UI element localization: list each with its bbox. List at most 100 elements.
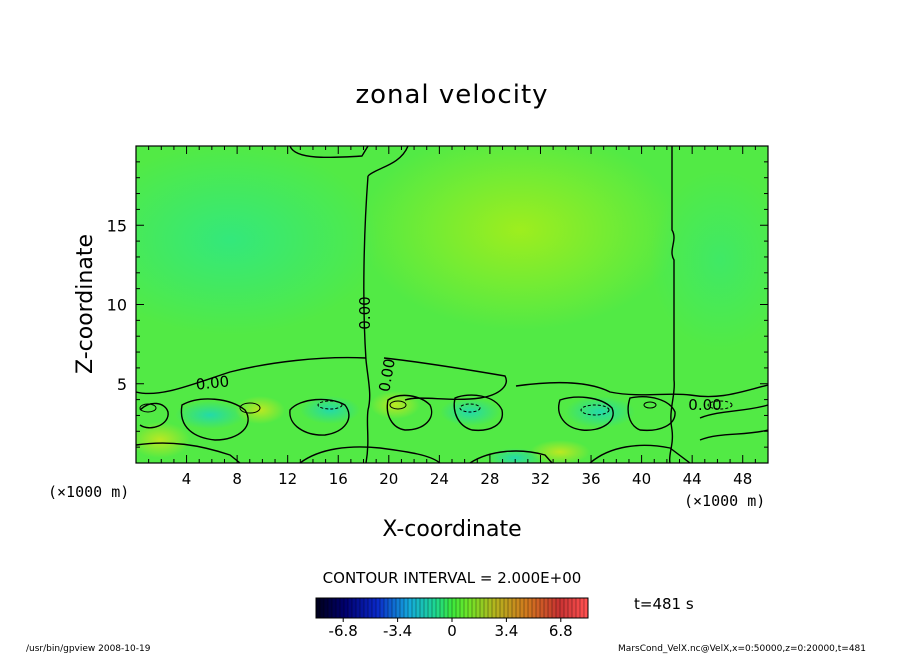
colorbar-cell	[496, 598, 501, 618]
colorbar-cell	[364, 598, 369, 618]
colorbar-cell	[432, 598, 437, 618]
colorbar-cell	[556, 598, 561, 618]
x-tick-label: 40	[632, 470, 651, 488]
colorbar-cell	[416, 598, 421, 618]
colorbar-cell	[492, 598, 497, 618]
colorbar-cell	[488, 598, 493, 618]
x-unit-right: (×1000 m)	[684, 492, 765, 510]
colorbar-cell	[468, 598, 473, 618]
colorbar-cell	[464, 598, 469, 618]
footer-left: /usr/bin/gpview 2008-10-19	[26, 644, 151, 654]
colorbar-cell	[400, 598, 405, 618]
colorbar-cell	[564, 598, 569, 618]
colorbar-cell	[324, 598, 329, 618]
contour-label: 0.00	[356, 296, 374, 329]
colorbar-cell	[484, 598, 489, 618]
x-tick-label: 12	[278, 470, 297, 488]
colorbar-cell	[436, 598, 441, 618]
x-axis-label: X-coordinate	[382, 517, 521, 542]
colorbar-cell	[576, 598, 581, 618]
colorbar-cell	[388, 598, 393, 618]
colorbar-cell	[356, 598, 361, 618]
x-tick-label: 8	[232, 470, 242, 488]
colorbar-cell	[528, 598, 533, 618]
negative-contours	[317, 400, 733, 416]
positive-contours	[139, 400, 657, 414]
colorbar-cell	[444, 598, 449, 618]
colorbar-cell	[376, 598, 381, 618]
x-tick-label: 16	[329, 470, 348, 488]
x-unit-left: (×1000 m)	[48, 483, 129, 501]
colorbar-cell	[472, 598, 477, 618]
y-tick-label: 5	[117, 375, 127, 394]
colorbar-tick-label: -6.8	[329, 622, 358, 640]
colorbar-cell	[580, 598, 585, 618]
colorbar-cell	[560, 598, 565, 618]
colorbar	[315, 597, 589, 619]
colorbar-cell	[568, 598, 573, 618]
colorbar-cell	[380, 598, 385, 618]
colorbar-cell	[572, 598, 577, 618]
colorbar-cell	[320, 598, 325, 618]
velocity-field	[136, 146, 768, 463]
contour-interval: CONTOUR INTERVAL = 2.000E+00	[323, 569, 582, 587]
colorbar-tick-label: 0	[447, 622, 457, 640]
colorbar-cell	[368, 598, 373, 618]
colorbar-cell	[372, 598, 377, 618]
x-tick-label: 48	[733, 470, 752, 488]
colorbar-cell	[552, 598, 557, 618]
colorbar-ticks: -6.8 -3.4 0 3.4 6.8	[329, 618, 573, 640]
colorbar-cell	[340, 598, 345, 618]
colorbar-cell	[512, 598, 517, 618]
axis-ticks	[136, 146, 768, 463]
colorbar-cell	[476, 598, 481, 618]
x-tick-label: 24	[430, 470, 449, 488]
colorbar-cell	[456, 598, 461, 618]
y-tick-labels: 5 10 15	[107, 216, 127, 394]
x-tick-label: 20	[379, 470, 398, 488]
colorbar-cell	[412, 598, 417, 618]
contour-label: 0.00	[688, 396, 721, 414]
colorbar-cell	[408, 598, 413, 618]
y-axis-label: Z-coordinate	[73, 234, 98, 374]
colorbar-cell	[504, 598, 509, 618]
colorbar-cell	[532, 598, 537, 618]
colorbar-cell	[508, 598, 513, 618]
colorbar-cell	[396, 598, 401, 618]
colorbar-cell	[424, 598, 429, 618]
colorbar-cell	[348, 598, 353, 618]
x-tick-label: 32	[531, 470, 550, 488]
colorbar-cell	[540, 598, 545, 618]
colorbar-cell	[500, 598, 505, 618]
x-tick-label: 4	[182, 470, 192, 488]
y-tick-label: 15	[107, 216, 127, 235]
colorbar-cell	[428, 598, 433, 618]
colorbar-tick-label: -3.4	[383, 622, 412, 640]
contour-lines	[136, 146, 768, 463]
colorbar-cell	[352, 598, 357, 618]
colorbar-cell	[404, 598, 409, 618]
colorbar-cell	[384, 598, 389, 618]
colorbar-cell	[460, 598, 465, 618]
colorbar-cell	[316, 598, 321, 618]
colorbar-cell	[452, 598, 457, 618]
x-tick-labels: 4 8 12 16 20 24 28 32 36 40 44 48	[182, 470, 752, 488]
colorbar-cell	[440, 598, 445, 618]
colorbar-cell	[516, 598, 521, 618]
chart-title: zonal velocity	[355, 80, 548, 110]
colorbar-cell	[520, 598, 525, 618]
colorbar-cell	[448, 598, 453, 618]
x-tick-label: 36	[581, 470, 600, 488]
colorbar-cell	[524, 598, 529, 618]
colorbar-cell	[336, 598, 341, 618]
x-tick-label: 28	[480, 470, 499, 488]
contour-label: 0.00	[375, 357, 399, 393]
colorbar-cell	[344, 598, 349, 618]
colorbar-tick-label: 3.4	[494, 622, 518, 640]
colorbar-cell	[480, 598, 485, 618]
y-tick-label: 10	[107, 296, 127, 315]
colorbar-tick-label: 6.8	[549, 622, 573, 640]
colorbar-cell	[332, 598, 337, 618]
colorbar-cell	[328, 598, 333, 618]
